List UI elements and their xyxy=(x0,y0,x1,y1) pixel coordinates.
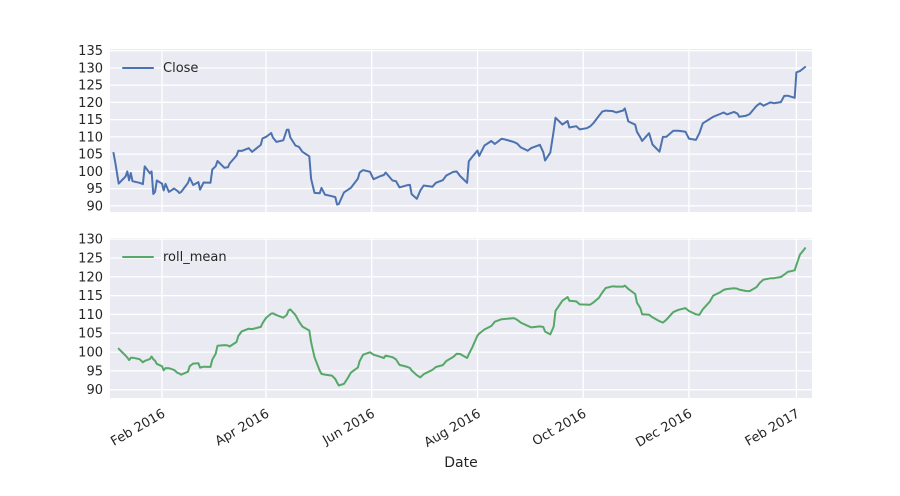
x-tick-label: Jun 2016 xyxy=(320,406,378,448)
y-tick-label: 125 xyxy=(78,79,103,94)
y-tick-label: 110 xyxy=(78,130,103,145)
y-tick-label: 90 xyxy=(86,383,103,398)
x-axis-title: Date xyxy=(444,455,477,471)
y-tick-label: 130 xyxy=(78,233,103,248)
y-tick-label: 115 xyxy=(78,289,103,304)
x-tick-label: Aug 2016 xyxy=(422,406,484,450)
close-line xyxy=(112,66,807,206)
legend-roll-mean-label: roll_mean xyxy=(163,249,227,265)
legend-roll-mean: roll_mean xyxy=(122,249,227,265)
y-tick-label: 95 xyxy=(86,182,103,197)
bottom-panel-content: 130 125 120 115 110 105 100 95 90 xyxy=(78,233,812,398)
close-line-swatch xyxy=(122,66,154,70)
y-tick-label: 125 xyxy=(78,252,103,267)
y-tick-label: 115 xyxy=(78,113,103,128)
top-panel-content: 135 130 125 120 115 110 105 100 95 90 xyxy=(78,44,812,214)
y-tick-label: 135 xyxy=(78,44,103,59)
x-tick-label: Dec 2016 xyxy=(633,406,695,450)
roll-mean-line xyxy=(117,247,807,387)
legend-close-label: Close xyxy=(163,60,199,76)
x-tick-label: Feb 2016 xyxy=(108,406,168,449)
y-tick-label: 100 xyxy=(78,165,103,180)
y-tick-label: 105 xyxy=(78,327,103,342)
legend-close: Close xyxy=(122,60,198,76)
x-tick-label: Oct 2016 xyxy=(530,406,589,449)
y-tick-label: 120 xyxy=(78,96,103,111)
x-axis-tick-labels: Feb 2016 Apr 2016 Jun 2016 Aug 2016 Oct 2016… xyxy=(108,406,802,450)
y-tick-label: 120 xyxy=(78,270,103,285)
y-tick-label: 110 xyxy=(78,308,103,323)
top-plot-area xyxy=(110,49,812,212)
x-tick-label: Feb 2017 xyxy=(743,406,803,449)
y-tick-label: 105 xyxy=(78,148,103,163)
y-tick-label: 90 xyxy=(86,199,103,214)
roll-mean-line-swatch xyxy=(122,255,154,259)
y-tick-label: 100 xyxy=(78,346,103,361)
y-tick-label: 95 xyxy=(86,364,103,379)
y-tick-label: 130 xyxy=(78,62,103,77)
x-tick-label: Apr 2016 xyxy=(213,406,272,449)
